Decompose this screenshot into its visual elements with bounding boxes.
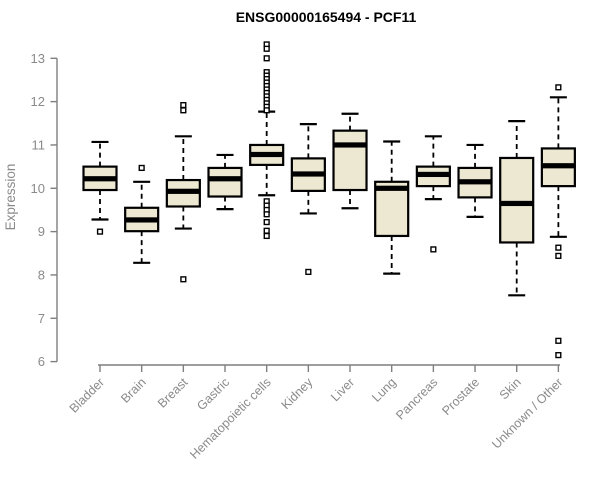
x-tick-label: Lung	[369, 375, 399, 405]
x-tick-label: Kidney	[279, 375, 316, 412]
y-tick-label: 12	[31, 94, 45, 109]
x-tick-label: Brain	[118, 375, 149, 406]
y-tick-label: 7	[38, 311, 45, 326]
median-line	[166, 188, 200, 194]
outlier-point	[180, 276, 187, 283]
x-tick-label: Hematopoietic cells	[187, 375, 274, 462]
x-tick-label: Breast	[155, 375, 191, 411]
outlier-point	[305, 268, 312, 276]
median-line	[83, 176, 117, 182]
median-line	[375, 185, 409, 191]
boxplot-kidney: Kidney	[279, 123, 326, 412]
median-line	[125, 217, 159, 223]
outlier-point	[430, 246, 437, 253]
x-tick-label: Prostate	[439, 375, 482, 418]
boxplot-skin: Skin	[497, 120, 535, 402]
iqr-box	[207, 166, 243, 198]
y-tick-label: 8	[38, 267, 45, 282]
x-tick-label: Liver	[328, 375, 357, 404]
outlier-point	[180, 101, 187, 109]
outlier-point	[263, 211, 270, 218]
outlier-point	[555, 352, 562, 359]
x-tick-label: Skin	[497, 375, 524, 402]
boxplot-liver: Liver	[328, 112, 368, 404]
outlier-point	[263, 107, 270, 114]
outlier-point	[263, 45, 270, 52]
median-line	[541, 163, 575, 169]
y-tick-label: 11	[32, 137, 46, 152]
x-tick-label: Pancreas	[393, 375, 440, 422]
outlier-point	[555, 84, 562, 91]
outlier-point	[555, 244, 562, 251]
x-tick-label: Gastric	[194, 375, 232, 413]
outlier-point	[180, 107, 187, 114]
median-line	[416, 171, 450, 178]
outlier-point	[263, 55, 270, 62]
median-line	[208, 176, 242, 182]
chart-title: ENSG00000165494 - PCF11	[235, 9, 417, 25]
median-line	[458, 179, 492, 185]
x-tick-label: Unknown / Other	[489, 375, 565, 451]
boxplot-lung: Lung	[369, 140, 410, 405]
outlier-point	[263, 227, 270, 234]
outlier-point	[263, 218, 270, 226]
median-line	[333, 142, 367, 148]
iqr-box	[499, 156, 535, 244]
x-tick-label: Bladder	[67, 375, 107, 415]
boxplot-brain: Brain	[118, 164, 160, 406]
outlier-point	[263, 232, 270, 240]
y-axis-label: Expression	[3, 164, 18, 231]
y-tick-label: 9	[38, 224, 45, 239]
boxplot-pancreas: Pancreas	[393, 135, 451, 422]
outlier-point	[138, 164, 145, 172]
median-line	[250, 151, 284, 158]
y-tick-label: 13	[31, 51, 45, 66]
iqr-box	[332, 129, 368, 192]
y-tick-label: 10	[31, 181, 45, 196]
outlier-point	[555, 252, 562, 259]
outlier-point	[96, 228, 104, 235]
median-line	[291, 171, 325, 177]
outlier-point	[555, 337, 562, 344]
y-tick-label: 6	[38, 354, 45, 369]
boxplot-bladder: Bladder	[67, 140, 118, 416]
boxplot-gastric: Gastric	[194, 153, 243, 413]
median-line	[500, 200, 534, 207]
